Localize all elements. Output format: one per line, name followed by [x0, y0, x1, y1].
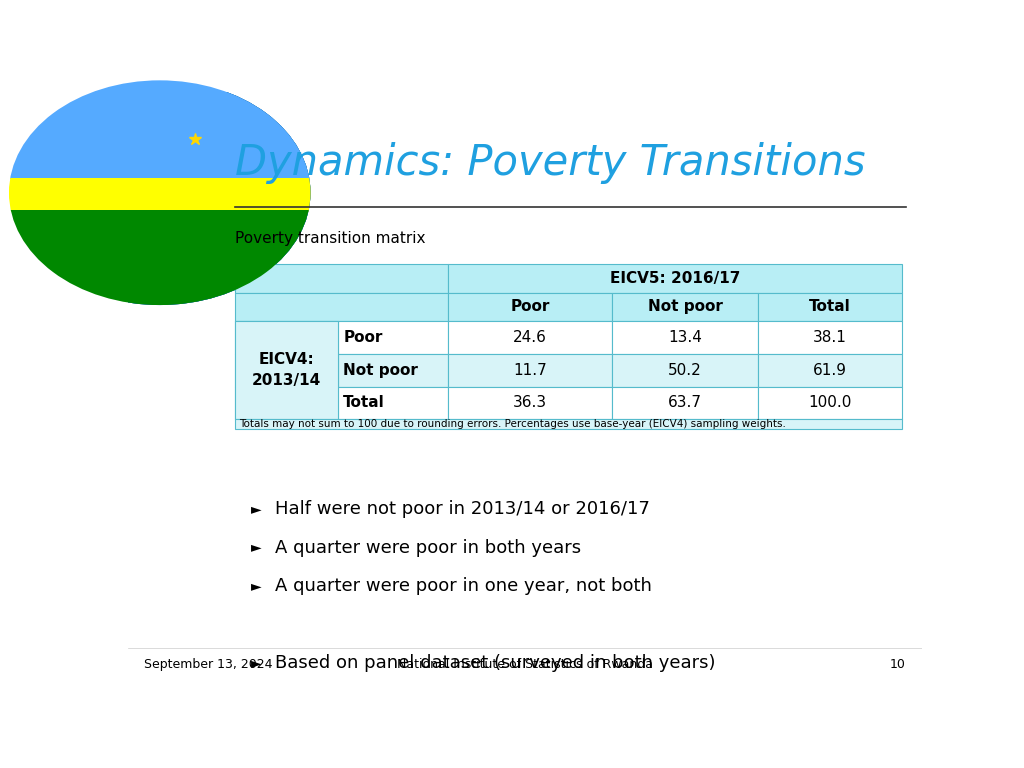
Text: September 13, 2024: September 13, 2024 — [143, 657, 272, 670]
Bar — [449, 263, 902, 293]
Text: 10: 10 — [890, 657, 905, 670]
Text: Poor: Poor — [343, 330, 383, 345]
Bar — [611, 354, 759, 386]
Bar — [611, 293, 759, 321]
Text: 38.1: 38.1 — [813, 330, 847, 345]
Text: EICV4:
2013/14: EICV4: 2013/14 — [252, 353, 322, 389]
Text: 100.0: 100.0 — [808, 396, 852, 410]
Bar — [339, 321, 449, 354]
Text: 24.6: 24.6 — [513, 330, 547, 345]
Bar — [339, 386, 449, 419]
Text: Not poor: Not poor — [343, 362, 418, 378]
Text: 63.7: 63.7 — [668, 396, 702, 410]
Bar — [449, 293, 611, 321]
Text: ►: ► — [251, 502, 262, 516]
Text: Half were not poor in 2013/14 or 2016/17: Half were not poor in 2013/14 or 2016/17 — [274, 500, 649, 518]
Circle shape — [9, 81, 310, 305]
Text: 50.2: 50.2 — [669, 362, 702, 378]
Bar — [236, 263, 449, 293]
Text: 61.9: 61.9 — [813, 362, 847, 378]
Text: Not poor: Not poor — [647, 300, 723, 314]
Bar — [236, 293, 449, 321]
Bar — [236, 354, 339, 386]
Bar — [236, 321, 339, 419]
Bar — [9, 78, 310, 179]
Text: A quarter were poor in one year, not both: A quarter were poor in one year, not bot… — [274, 577, 651, 595]
Text: Poverty transition matrix: Poverty transition matrix — [236, 231, 426, 246]
Bar — [759, 354, 902, 386]
Bar — [759, 293, 902, 321]
Bar — [611, 386, 759, 419]
Text: 11.7: 11.7 — [513, 362, 547, 378]
Bar — [759, 386, 902, 419]
Bar — [611, 321, 759, 354]
Text: EICV5: 2016/17: EICV5: 2016/17 — [610, 270, 740, 286]
Bar — [449, 386, 611, 419]
Bar — [236, 321, 339, 354]
Text: 13.4: 13.4 — [669, 330, 702, 345]
Circle shape — [9, 81, 310, 305]
Bar — [236, 419, 902, 429]
Text: ►: ► — [251, 579, 262, 593]
Text: National Institute of Statistics of Rwanda: National Institute of Statistics of Rwan… — [396, 657, 653, 670]
Text: Poor: Poor — [510, 300, 550, 314]
Bar — [9, 178, 310, 212]
Text: Based on panel dataset (surveyed in both years): Based on panel dataset (surveyed in both… — [274, 654, 716, 672]
Circle shape — [9, 81, 310, 305]
Text: Total: Total — [343, 396, 385, 410]
Bar — [236, 386, 339, 419]
Text: Total: Total — [809, 300, 851, 314]
Bar — [339, 354, 449, 386]
Text: Dynamics: Poverty Transitions: Dynamics: Poverty Transitions — [236, 142, 865, 184]
Text: ►: ► — [251, 656, 262, 670]
Bar — [449, 321, 611, 354]
Text: 36.3: 36.3 — [513, 396, 547, 410]
Text: Totals may not sum to 100 due to rounding errors. Percentages use base-year (EIC: Totals may not sum to 100 due to roundin… — [240, 419, 786, 429]
Bar — [9, 210, 310, 305]
Bar — [759, 321, 902, 354]
Text: ►: ► — [251, 541, 262, 554]
Text: A quarter were poor in both years: A quarter were poor in both years — [274, 538, 581, 557]
Bar — [449, 354, 611, 386]
